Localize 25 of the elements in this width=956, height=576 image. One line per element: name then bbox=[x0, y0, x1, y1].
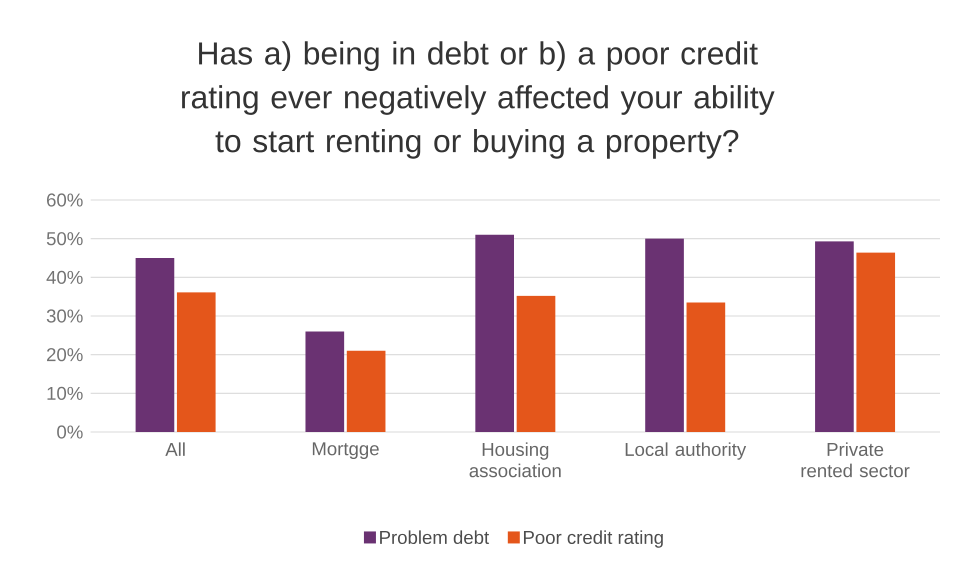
legend-label: Poor credit rating bbox=[524, 530, 663, 548]
bar bbox=[516, 296, 556, 432]
y-tick-label: 40% bbox=[46, 270, 83, 284]
y-tick-label: 60% bbox=[47, 193, 83, 207]
y-tick-label: 0% bbox=[57, 425, 83, 439]
bar bbox=[176, 292, 216, 432]
y-tick-label: 20% bbox=[47, 348, 83, 362]
y-tick-label: 10% bbox=[48, 386, 83, 400]
bar bbox=[346, 350, 386, 432]
x-tick-label: All bbox=[165, 442, 185, 456]
x-tick-label: Local authority bbox=[626, 442, 746, 460]
bar bbox=[645, 238, 684, 432]
bar bbox=[815, 241, 854, 432]
y-tick-label: 30% bbox=[46, 309, 83, 323]
bar bbox=[305, 331, 344, 432]
x-tick-label: Housing association bbox=[470, 442, 561, 478]
y-tick-label: 50% bbox=[46, 232, 83, 246]
chart-title: Has a) being in debt or b) a poor credit rating ever negatively affected your ability to start renting or buying a property? bbox=[182, 41, 775, 159]
bar bbox=[475, 234, 514, 432]
bar bbox=[856, 252, 896, 432]
x-tick-label: Private rented sector bbox=[802, 442, 910, 478]
bar bbox=[136, 258, 174, 432]
x-tick-label: Mortgge bbox=[312, 442, 379, 460]
bar bbox=[686, 302, 726, 432]
legend-label: Problem debt bbox=[380, 530, 490, 544]
